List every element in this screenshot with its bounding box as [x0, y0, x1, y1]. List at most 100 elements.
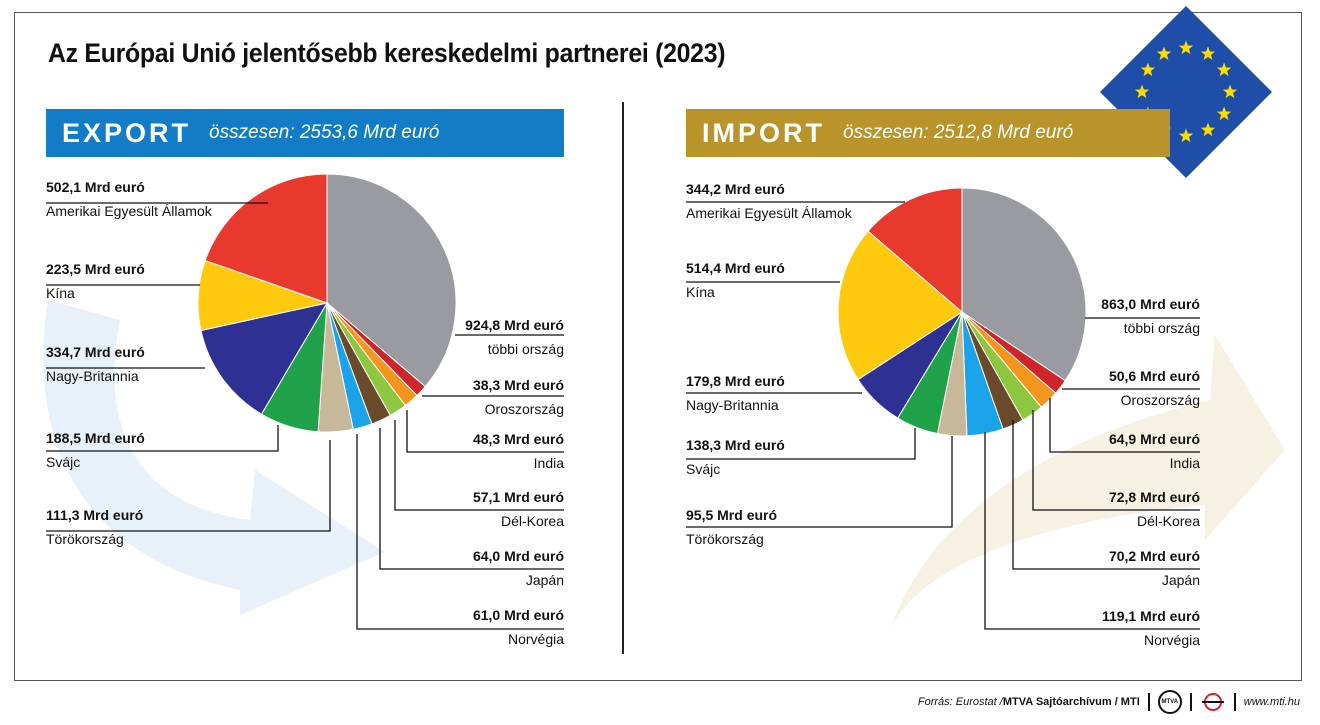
import-name-turkey: Törökország: [686, 531, 764, 547]
eu-star-icon: [1200, 46, 1216, 60]
eu-star-icon: [1222, 84, 1238, 99]
footer: Forrás: Eurostat / MTVA Sajtóarchívum / …: [600, 690, 1300, 714]
export-name-uk: Nagy-Britannia: [46, 368, 139, 384]
import-label-india: 64,9 Mrd euró India: [1109, 432, 1200, 470]
export-value-turkey: 111,3 Mrd euró: [46, 507, 144, 523]
export-label-switzerland: 188,5 Mrd euró Svájc: [46, 431, 145, 469]
export-label-norway: 61,0 Mrd euró Norvégia: [473, 608, 564, 646]
import-label-switzerland: 138,3 Mrd euró Svájc: [686, 438, 785, 476]
import-value-south-korea: 72,8 Mrd euró: [1108, 489, 1200, 505]
export-label-turkey: 111,3 Mrd euró Törökország: [46, 508, 143, 546]
import-value-russia: 50,6 Mrd euró: [1108, 368, 1200, 384]
export-label-uk: 334,7 Mrd euró Nagy-Britannia: [46, 345, 145, 383]
export-label-china: 223,5 Mrd euró Kína: [46, 262, 145, 300]
import-leader-norway: [984, 432, 1200, 630]
import-label-uk: 179,8 Mrd euró Nagy-Britannia: [686, 374, 785, 412]
import-name-other: többi ország: [1123, 320, 1200, 336]
footer-credit: MTVA Sajtóarchívum / MTI: [1002, 696, 1140, 708]
export-label-south-korea: 57,1 Mrd euró Dél-Korea: [473, 490, 564, 528]
export-slice-tobbi-orszag: [326, 173, 457, 388]
import-value-norway: 119,1 Mrd euró: [1101, 608, 1200, 624]
eu-star-icon: [1216, 106, 1232, 121]
eu-star-icon: [1156, 46, 1172, 60]
export-pie-chart: [197, 173, 457, 433]
import-leader-india: [1049, 398, 1200, 453]
export-banner: EXPORT összesen: 2553,6 Mrd euró: [46, 109, 564, 157]
export-leader-turkey: [46, 440, 331, 532]
mti-logo-icon: [1201, 693, 1224, 711]
section-divider: [622, 102, 624, 654]
export-label-india: 48,3 Mrd euró India: [473, 432, 564, 470]
import-banner-total: összesen: 2512,8 Mrd euró: [843, 122, 1074, 143]
infographic-frame: [14, 12, 1302, 681]
export-label-japan: 64,0 Mrd euró Japán: [473, 549, 564, 587]
export-leader-japan: [379, 428, 564, 570]
import-label-norway: 119,1 Mrd euró Norvégia: [1102, 609, 1200, 647]
export-banner-total: összesen: 2553,6 Mrd euró: [209, 122, 440, 143]
eu-star-icon: [1140, 62, 1156, 77]
export-name-turkey: Törökország: [46, 531, 124, 547]
export-value-other: 924,8 Mrd euró: [465, 317, 564, 333]
leader-lines: [46, 201, 1200, 630]
import-leader-south-korea: [1032, 410, 1200, 511]
mtva-logo-icon: MTVA: [1157, 690, 1182, 714]
export-leader-switzerland: [46, 425, 279, 452]
export-label-other: 924,8 Mrd euró többi ország: [465, 318, 564, 356]
export-name-russia: Oroszország: [484, 401, 564, 417]
export-name-norway: Norvégia: [507, 631, 564, 647]
import-leader-turkey: [686, 436, 953, 528]
import-slice-amerikai-egyesult-allamok: [867, 187, 963, 314]
export-value-japan: 64,0 Mrd euró: [472, 548, 564, 564]
import-label-japan: 70,2 Mrd euró Japán: [1109, 549, 1200, 587]
import-value-japan: 70,2 Mrd euró: [1108, 548, 1200, 564]
eu-star-icon: [1178, 128, 1194, 143]
footer-separator: [1189, 693, 1192, 711]
import-name-china: Kína: [686, 284, 715, 300]
import-value-other: 863,0 Mrd euró: [1101, 296, 1200, 312]
export-label-russia: 38,3 Mrd euró Oroszország: [473, 378, 564, 416]
import-name-norway: Norvégia: [1143, 632, 1200, 648]
import-leader-switzerland: [686, 428, 916, 460]
export-name-usa: Amerikai Egyesült Államok: [46, 203, 212, 219]
eu-star-icon: [1178, 40, 1194, 55]
import-value-switzerland: 138,3 Mrd euró: [686, 437, 785, 453]
footer-source: Forrás: Eurostat /: [917, 696, 1003, 708]
import-label-china: 514,4 Mrd euró Kína: [686, 261, 785, 299]
export-value-russia: 38,3 Mrd euró: [472, 377, 564, 393]
export-label-usa: 502,1 Mrd euró Amerikai Egyesült Államok: [46, 180, 212, 218]
footer-separator: [1233, 693, 1236, 711]
export-slice-nagy-britannia: [200, 302, 329, 415]
export-name-india: India: [533, 455, 564, 471]
footer-website: www.mti.hu: [1243, 696, 1300, 708]
export-name-other: többi ország: [487, 341, 564, 357]
export-name-china: Kína: [46, 285, 75, 301]
import-slice-kina: [837, 230, 963, 381]
import-swoosh-arrow: [890, 335, 1285, 630]
import-banner-title: IMPORT: [702, 117, 825, 148]
eu-star-icon: [1134, 84, 1150, 99]
export-leader-norway: [356, 434, 564, 630]
import-pie-chart: [837, 187, 1087, 437]
import-label-other: 863,0 Mrd euró többi ország: [1101, 297, 1200, 335]
export-name-switzerland: Svájc: [46, 454, 81, 470]
import-value-usa: 344,2 Mrd euró: [686, 181, 785, 197]
import-name-south-korea: Dél-Korea: [1136, 513, 1200, 529]
export-banner-title: EXPORT: [62, 117, 192, 148]
import-label-russia: 50,6 Mrd euró Oroszország: [1109, 369, 1200, 407]
import-name-uk: Nagy-Britannia: [686, 397, 779, 413]
eu-star-icon: [1216, 62, 1232, 77]
export-value-china: 223,5 Mrd euró: [46, 261, 145, 277]
import-banner: IMPORT összesen: 2512,8 Mrd euró: [686, 109, 1170, 157]
export-value-india: 48,3 Mrd euró: [472, 431, 564, 447]
footer-separator: [1147, 693, 1150, 711]
export-leader-india: [406, 410, 564, 453]
import-value-uk: 179,8 Mrd euró: [686, 373, 785, 389]
export-name-japan: Japán: [525, 572, 564, 588]
import-label-south-korea: 72,8 Mrd euró Dél-Korea: [1109, 490, 1200, 528]
import-label-turkey: 95,5 Mrd euró Törökország: [686, 508, 777, 546]
import-value-china: 514,4 Mrd euró: [686, 260, 785, 276]
export-value-uk: 334,7 Mrd euró: [46, 344, 145, 360]
import-name-japan: Japán: [1161, 572, 1200, 588]
eu-star-icon: [1200, 122, 1216, 137]
